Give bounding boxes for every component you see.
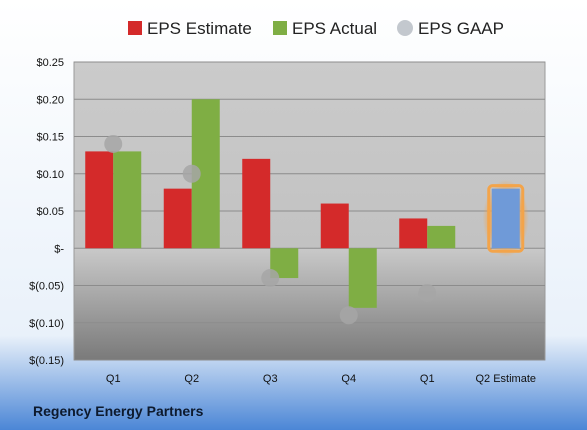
x-tick-label: Q2 [184,373,199,385]
bar-eps-actual [113,151,142,249]
gaap-marker [339,306,358,325]
x-tick-label: Q1 [420,373,435,385]
legend-label-gaap: EPS GAAP [418,19,504,38]
y-tick-label: $0.05 [36,206,64,218]
gridlines [74,61,545,361]
bar-eps-estimate [242,158,271,249]
gaap-markers [104,134,437,325]
bars [85,99,529,308]
y-tick-label: $(0.15) [29,355,64,367]
plot-area-positive [74,62,545,249]
gaap-marker [104,134,123,153]
y-tick-label: $- [54,243,64,255]
y-tick-label: $0.20 [36,94,64,106]
bar-next-quarter-estimate [491,188,520,249]
plot-area-negative [74,248,545,360]
gaap-marker [261,269,280,288]
legend-marker-gaap [397,20,413,36]
estimate-highlight-border [487,184,525,253]
gaap-marker [418,283,437,302]
y-tick-label: $0.25 [36,57,64,69]
bar-eps-actual [348,248,377,308]
footer-company-name: Regency Energy Partners [33,403,204,419]
x-axis: Q1 Q2 Q3 Q4 Q1 Q2 Estimate [106,373,536,385]
gaap-marker [182,164,201,183]
x-tick-label: Q3 [263,373,278,385]
bar-eps-estimate [399,218,428,249]
x-tick-label: Q1 [106,373,121,385]
legend-swatch-actual [273,21,287,35]
y-tick-label: $0.15 [36,132,64,144]
legend-label-estimate: EPS Estimate [147,19,252,38]
bar-eps-estimate [320,203,349,249]
bar-eps-estimate [163,188,192,249]
x-tick-label: Q4 [341,373,356,385]
y-tick-label: $0.10 [36,169,64,181]
y-tick-label: $(0.10) [29,318,64,330]
legend: EPS Estimate EPS Actual EPS GAAP [128,19,504,38]
legend-label-actual: EPS Actual [292,19,377,38]
x-tick-label: Q2 Estimate [475,373,536,385]
y-tick-label: $(0.05) [29,281,64,293]
legend-swatch-estimate [128,21,142,35]
bar-eps-estimate [85,151,114,249]
bar-eps-actual [427,225,456,249]
y-axis: $0.25 $0.20 $0.15 $0.10 $0.05 $- $(0.05) $(0.10… [29,57,64,367]
plot-area [73,61,546,361]
